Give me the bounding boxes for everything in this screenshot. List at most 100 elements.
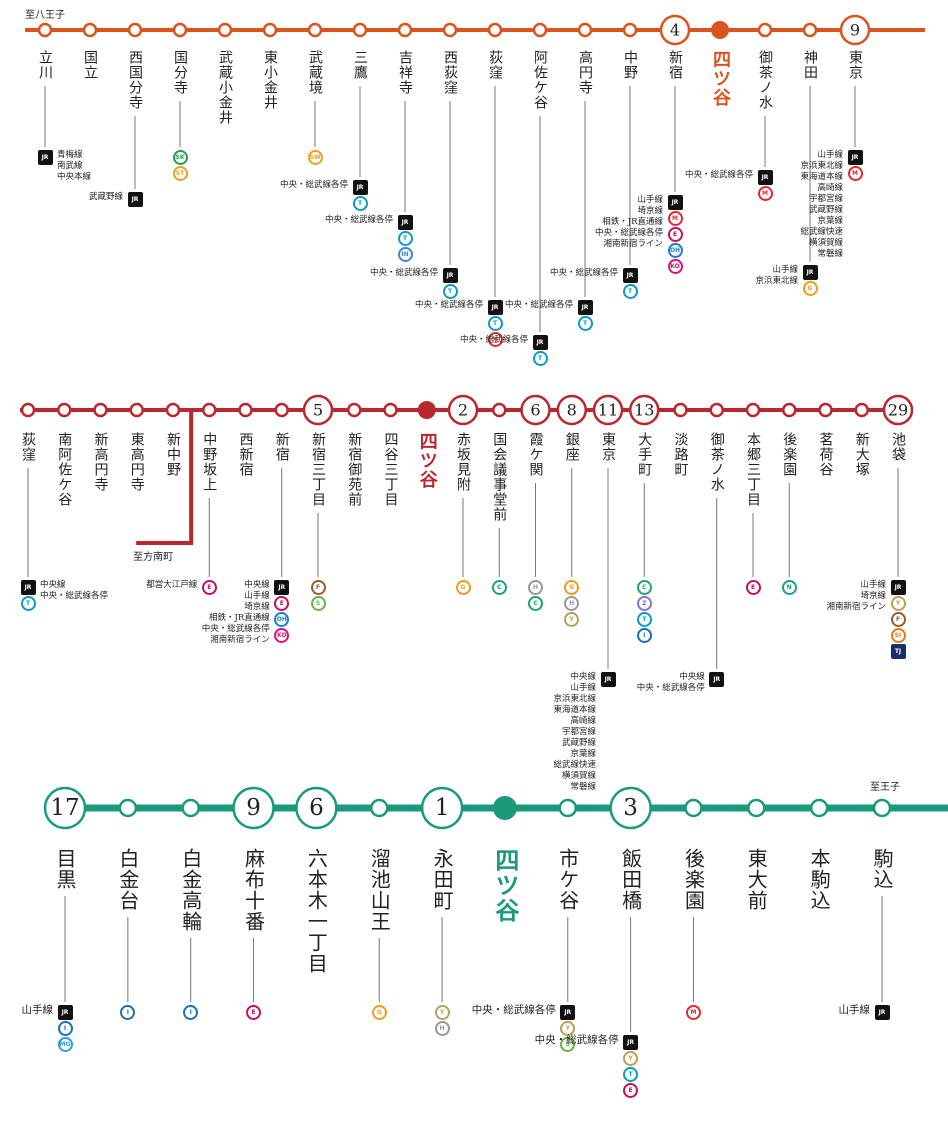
transfer-line-name: 中央・総武線各停 [414,300,483,310]
transfer-badge: IN [397,247,413,262]
station-marker [809,798,829,818]
station-name: 赤坂見附 [455,432,471,492]
station-marker [802,22,818,38]
station-marker [262,22,278,38]
transfer-line-name: 中央・総武線各停 [459,335,528,345]
station-marker [295,786,338,830]
station-marker [782,402,797,418]
travel-minutes: 11 [598,401,618,420]
transfer-line-name: 中央・総武線各停 [549,268,618,278]
station-name: 白金台 [115,848,140,911]
station-name: 荻窪 [20,432,36,462]
station-name: 大手町 [636,432,653,477]
station-name: 新中野 [165,432,181,477]
transfer-line-name: 山手線 [570,683,596,693]
station-name: 東京 [847,50,863,80]
station-marker [629,394,660,426]
transfer-line-name: 横須賀線 [808,238,843,248]
station-marker [127,22,143,38]
station-name: 立川 [37,50,53,80]
transfer-line-name: 相鉄・JR直通線 [602,217,663,227]
transfer-line-name: 湘南新宿ライン [826,602,886,612]
direction-label: 至王子 [870,782,900,793]
transfer-line-name: 高崎線 [817,183,843,193]
transfer-badge: JR [709,672,725,687]
transfer-badge: G [802,281,818,296]
transfer-line-name: 山手線 [637,195,663,205]
station-marker [82,22,98,38]
transfer-line-name: 山手線 [772,265,798,275]
transfer-line-name: 埼京線 [860,591,886,601]
station-name: 西国分寺 [127,50,143,110]
station-name: 霞ケ関 [527,432,544,477]
station-marker [577,22,593,38]
transfer-line-name: 中央・総武線各停 [369,268,438,278]
transfer-line-name: 京浜東北線 [553,694,596,704]
station-marker [487,22,503,38]
transfer-badge: T [577,316,593,331]
station-name: 国分寺 [172,50,188,95]
transfer-line-name: 青梅線 [57,150,83,160]
current-station-marker [711,21,729,39]
transfer-line-name: 都営大江戸線 [146,580,198,590]
transfer-badge: SK [172,150,188,165]
station-marker [442,22,458,38]
travel-minutes: 17 [50,795,79,821]
station-marker [882,394,914,426]
station-name: 阿佐ケ谷 [532,50,548,110]
transfer-line-name: 相鉄・JR直通線 [208,613,270,623]
transfer-badge: I [120,1005,136,1020]
station-marker [181,798,200,818]
station-marker [93,402,108,418]
station-name: 御茶ノ水 [757,50,773,110]
station-marker [383,402,398,418]
transfer-badge: JR [127,192,143,207]
current-station-marker [492,796,517,820]
station-name: 高円寺 [577,50,593,95]
transfer-badge: KO [274,628,290,643]
station-marker [43,786,87,830]
transfer-badge: MG [57,1037,73,1052]
transfer-line-name: 山手線 [21,1004,54,1016]
station-name: 東京 [600,432,616,462]
transfer-badge: I [183,1005,199,1020]
station-name: 茗荷谷 [817,432,834,477]
transfer-line-name: 中央・総武線各停 [324,215,393,225]
station-marker [684,798,703,818]
station-name: 白金高輪 [178,848,203,932]
branch-line [136,410,194,545]
transfer-line-name: 総武線快速 [800,227,843,237]
transfer-line-name: 山手線 [817,150,843,160]
station-marker [622,22,638,38]
transfer-line-name: 京葉線 [817,216,843,226]
direction-label: 至八王子 [25,10,65,21]
transfer-badge: JR [37,150,53,165]
transfer-line-name: 中央線 [570,672,596,682]
transfer-line-name: 中央線 [679,672,705,682]
station-name: 四ツ谷 [490,848,520,923]
transfer-line-name: 中央・総武線各停 [40,591,109,601]
transfer-badge: SI [890,628,906,643]
station-marker [520,394,551,426]
station-name: 駒込 [870,848,894,890]
station-marker [872,798,892,818]
travel-minutes: 6 [309,795,324,821]
station-marker [447,394,479,426]
transfer-badge: OH [667,243,683,258]
transfer-badge: T [20,596,36,611]
station-marker [118,798,138,818]
transfer-badge: H [434,1021,450,1036]
transfer-badge: JR [487,300,503,315]
transfer-line-name: 中央・総武線各停 [636,683,705,693]
transfer-line-name: 湘南新宿ライン [603,239,663,249]
station-marker [129,402,144,418]
travel-minutes: 9 [850,21,860,40]
transfer-badge: T [623,1067,639,1082]
station-marker [397,22,413,38]
station-marker [20,402,36,418]
transfer-badge: TJ [890,644,906,659]
transfer-badge: Y [564,612,580,627]
station-name: 新宿 [273,432,290,462]
transfer-badge: T [622,284,638,299]
